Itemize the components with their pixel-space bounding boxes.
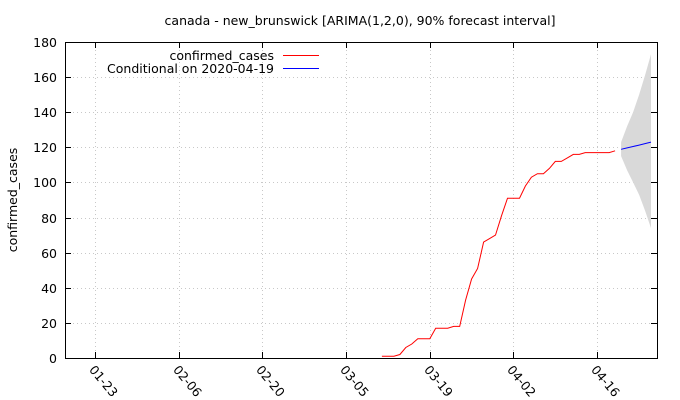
y-tick-label: 40 xyxy=(41,281,57,296)
x-tick-label: 02-06 xyxy=(170,362,205,400)
x-tick-label: 03-19 xyxy=(421,362,456,400)
y-tick-label: 0 xyxy=(49,351,57,366)
y-tick-label: 140 xyxy=(33,105,57,120)
y-tick-label: 20 xyxy=(41,316,57,331)
x-tick-layer: 01-23 02-06 02-20 03-05 03-19 04-02 04-16 xyxy=(86,42,623,400)
x-tick-label: 01-23 xyxy=(86,362,121,399)
forecast-band-layer xyxy=(621,54,651,229)
y-tick-label: 180 xyxy=(33,35,57,50)
series-line-conditional-forecast xyxy=(620,141,652,150)
x-tick-label: 04-16 xyxy=(588,362,623,400)
y-tick-label: 80 xyxy=(41,211,57,226)
y-tick-label: 160 xyxy=(33,70,57,85)
grid-layer xyxy=(65,42,657,358)
series-layer xyxy=(381,141,652,357)
x-tick-label: 03-05 xyxy=(337,362,372,399)
y-tick-label: 100 xyxy=(33,175,57,190)
legend-label-conditional: Conditional on 2020-04-19 xyxy=(107,61,274,76)
y-tick-layer: 0 20 40 60 80 100 120 140 160 180 xyxy=(33,35,657,366)
x-tick-label: 04-02 xyxy=(504,362,539,399)
series-line-confirmed-cases xyxy=(381,150,616,357)
y-tick-label: 60 xyxy=(41,246,57,261)
forecast-interval-band xyxy=(621,54,651,229)
y-tick-label: 120 xyxy=(33,140,57,155)
y-axis-label: confirmed_cases xyxy=(5,148,20,253)
legend: confirmed_cases Conditional on 2020-04-1… xyxy=(107,48,319,76)
legend-label-confirmed-cases: confirmed_cases xyxy=(169,48,274,63)
x-tick-label: 02-20 xyxy=(253,362,288,400)
plot-frame xyxy=(65,42,658,359)
chart-title: canada - new_brunswick [ARIMA(1,2,0), 90… xyxy=(165,13,556,28)
